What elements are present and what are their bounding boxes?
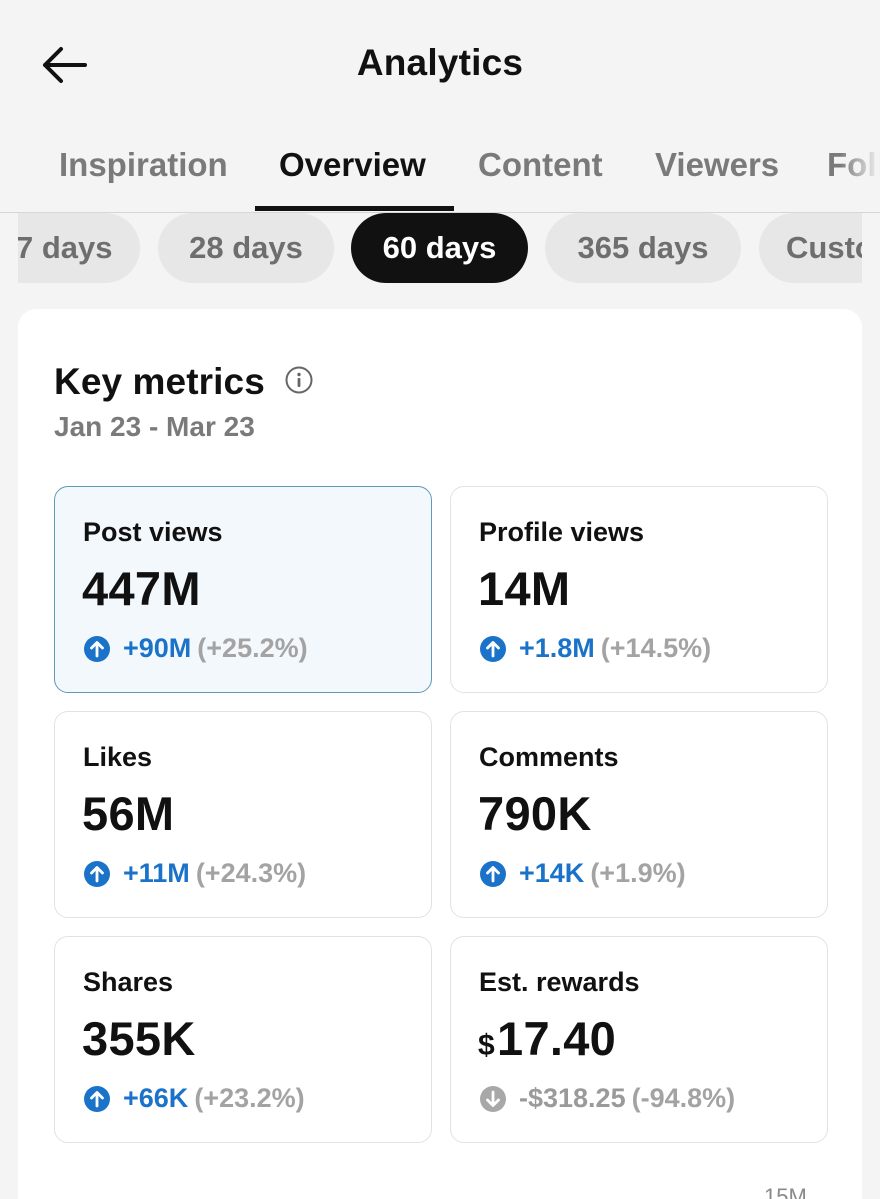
top-bar: Analytics bbox=[0, 0, 880, 132]
metric-label: Likes bbox=[83, 742, 153, 772]
metric-percent: (-94.8%) bbox=[631, 1083, 736, 1113]
metric-label: Est. rewards bbox=[479, 967, 640, 997]
metric-delta: -$318.25 bbox=[519, 1083, 626, 1113]
metric-post-views[interactable]: Post views 447M +90M (+25.2%) bbox=[54, 486, 432, 693]
tab-inspiration[interactable]: Inspiration bbox=[59, 146, 228, 183]
metric-value: 447M bbox=[82, 562, 201, 615]
date-range-label: Jan 23 - Mar 23 bbox=[54, 411, 255, 442]
metric-delta: +11M bbox=[123, 858, 190, 888]
metric-value: 14M bbox=[478, 562, 571, 615]
metric-label: Shares bbox=[83, 967, 174, 997]
metric-percent: (+23.2%) bbox=[194, 1083, 305, 1113]
key-metrics-card: Key metrics Jan 23 - Mar 23 Post views 4… bbox=[18, 309, 862, 1199]
info-icon[interactable] bbox=[284, 365, 314, 395]
tab-viewers[interactable]: Viewers bbox=[655, 146, 780, 183]
page-title: Analytics bbox=[356, 42, 524, 83]
metric-profile-views[interactable]: Profile views 14M +1.8M (+14.5%) bbox=[450, 486, 828, 693]
metric-change: +11M (+24.3%) bbox=[83, 858, 306, 889]
arrow-up-circle-icon bbox=[480, 635, 506, 662]
date-range-selector: 7 days 28 days 60 days 365 days Custom bbox=[18, 213, 862, 283]
back-button[interactable] bbox=[36, 40, 92, 90]
metric-change: +14K (+1.9%) bbox=[479, 858, 686, 889]
metric-change: +90M (+25.2%) bbox=[83, 633, 308, 664]
metric-change: +66K (+23.2%) bbox=[83, 1083, 305, 1114]
metric-change: -$318.25 (-94.8%) bbox=[479, 1083, 735, 1114]
arrow-down-circle-icon bbox=[480, 1085, 506, 1112]
currency-symbol: $ bbox=[478, 1029, 495, 1062]
arrow-up-circle-icon bbox=[480, 860, 506, 887]
metric-label: Comments bbox=[479, 742, 619, 772]
tab-overview[interactable]: Overview bbox=[279, 146, 426, 183]
metric-comments[interactable]: Comments 790K +14K (+1.9%) bbox=[450, 711, 828, 918]
metric-value: 56M bbox=[82, 787, 175, 840]
metric-percent: (+25.2%) bbox=[197, 633, 308, 663]
metric-percent: (+1.9%) bbox=[590, 858, 686, 888]
metric-change: +1.8M (+14.5%) bbox=[479, 633, 711, 664]
metric-est-rewards[interactable]: Est. rewards $17.40 -$318.25 (-94.8%) bbox=[450, 936, 828, 1143]
metric-value: 790K bbox=[478, 787, 592, 840]
chart-axis-top-label: 15M bbox=[764, 1184, 807, 1199]
metric-label: Profile views bbox=[479, 517, 645, 547]
metric-label: Post views bbox=[83, 517, 223, 547]
metric-delta: +14K bbox=[519, 858, 585, 888]
metric-shares[interactable]: Shares 355K +66K (+23.2%) bbox=[54, 936, 432, 1143]
metric-percent: (+24.3%) bbox=[195, 858, 307, 888]
range-7-days[interactable]: 7 days bbox=[18, 213, 140, 283]
metric-delta: +90M bbox=[123, 633, 192, 663]
range-28-days[interactable]: 28 days bbox=[158, 213, 334, 283]
metric-value-amount: 17.40 bbox=[497, 1012, 617, 1065]
active-tab-indicator bbox=[255, 206, 454, 211]
metric-value: $17.40 bbox=[478, 1011, 616, 1066]
range-custom[interactable]: Custom bbox=[759, 213, 862, 283]
metric-value: 355K bbox=[82, 1012, 196, 1065]
metric-delta: +66K bbox=[123, 1083, 189, 1113]
tab-bar: Inspiration Overview Content Viewers Fol… bbox=[0, 132, 880, 213]
arrow-up-circle-icon bbox=[84, 635, 110, 662]
arrow-up-circle-icon bbox=[84, 860, 110, 887]
metric-likes[interactable]: Likes 56M +11M (+24.3%) bbox=[54, 711, 432, 918]
tab-content[interactable]: Content bbox=[478, 146, 603, 183]
range-365-days[interactable]: 365 days bbox=[545, 213, 741, 283]
metric-percent: (+14.5%) bbox=[600, 633, 712, 663]
metric-delta: +1.8M bbox=[519, 633, 595, 663]
arrow-left-icon bbox=[43, 47, 87, 83]
range-60-days[interactable]: 60 days bbox=[351, 213, 528, 283]
arrow-up-circle-icon bbox=[84, 1085, 110, 1112]
tab-scroll-fade bbox=[840, 132, 880, 212]
key-metrics-title: Key metrics bbox=[54, 361, 265, 402]
